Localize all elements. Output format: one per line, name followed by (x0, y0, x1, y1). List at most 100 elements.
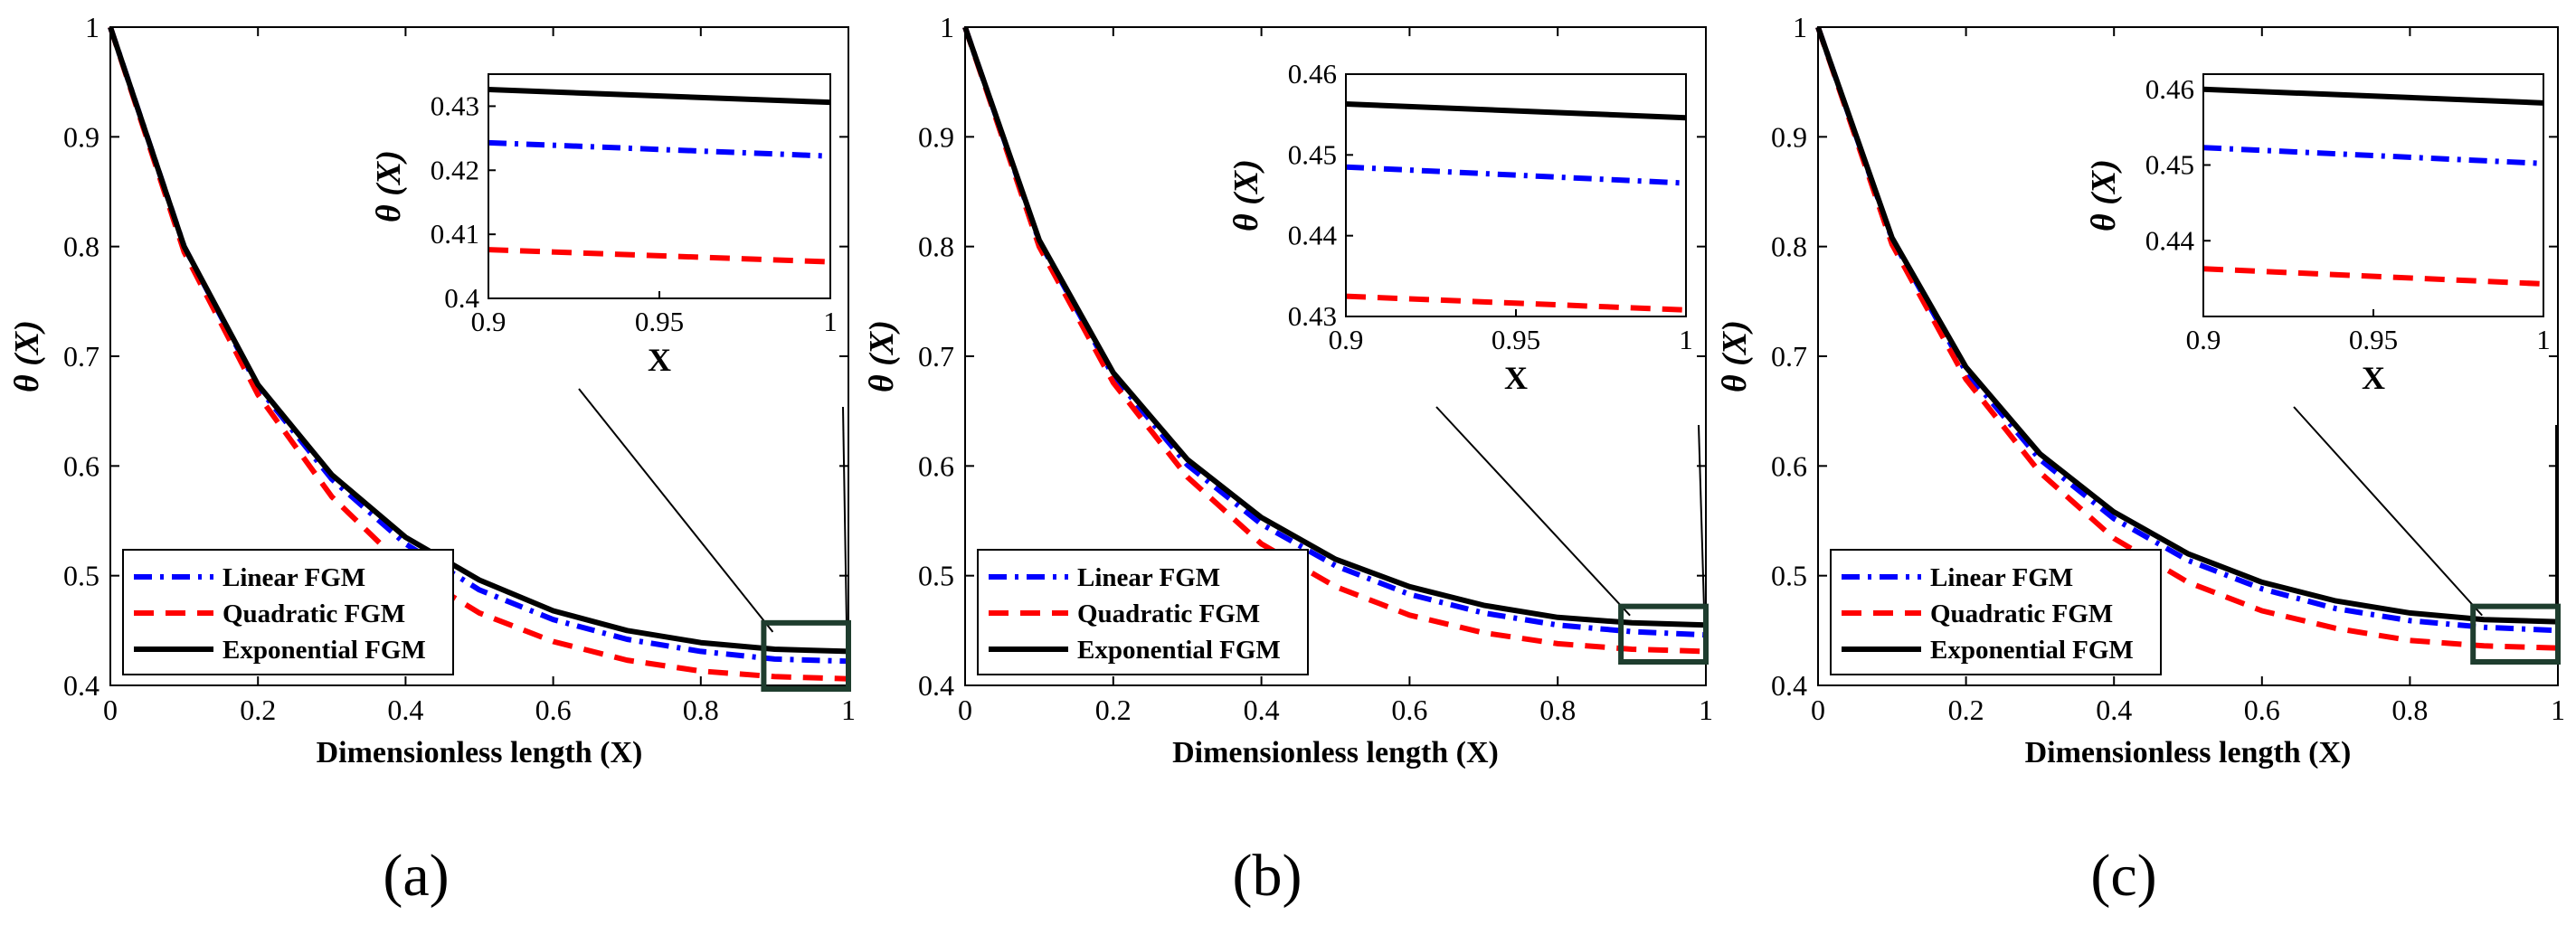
series-line-linear-fgm (108, 26, 849, 665)
x-tick-label: 0.8 (2391, 694, 2428, 726)
x-tick-label: 0.4 (2096, 694, 2132, 726)
y-axis-label: θ (X) (863, 320, 901, 392)
inset-series-line (488, 247, 831, 265)
series-line-quadratic-fgm (962, 26, 1707, 655)
x-tick-label: 0.8 (1539, 694, 1576, 726)
inset-x-tick-label: 0.9 (471, 306, 507, 337)
inset-x-tick-label: 1 (1679, 324, 1693, 355)
inset-y-tick-label: 0.45 (1288, 138, 1337, 170)
legend: Linear FGM Quadratic FGM Exponential FGM (122, 549, 454, 675)
y-tick-label: 0.9 (63, 120, 99, 153)
legend-label: Quadratic FGM (223, 599, 405, 628)
inset-y-axis-label: θ (X) (2085, 159, 2123, 231)
inset-series-line (2202, 145, 2544, 166)
x-tick-label: 0.8 (683, 694, 719, 726)
x-tick-label: 0.2 (1095, 694, 1132, 726)
inset-y-tick-label: 0.46 (2145, 73, 2194, 105)
panel-label: (a) (383, 843, 449, 909)
zoom-connector (842, 406, 848, 625)
y-tick-label: 0.6 (918, 449, 954, 482)
inset-y-tick-label: 0.43 (1288, 300, 1337, 332)
inset-x-tick-label: 0.9 (2186, 324, 2221, 355)
x-tick-label: 0.2 (240, 694, 276, 726)
inset-x-tick-label: 0.95 (2349, 324, 2398, 355)
panel-label: (c) (2090, 843, 2156, 909)
inset-x-tick-label: 0.95 (1492, 324, 1540, 355)
inset-x-axis-label: X (2362, 360, 2385, 396)
y-axis-label: θ (X) (8, 320, 46, 392)
y-tick-label: 1 (85, 11, 99, 43)
y-axis-label: θ (X) (1716, 320, 1754, 392)
y-tick-label: 0.8 (918, 231, 954, 263)
legend-label: Exponential FGM (1930, 636, 2134, 665)
series-line-exponential-fgm (1815, 26, 2559, 625)
inset-y-tick-label: 0.44 (1288, 220, 1338, 251)
inset-y-tick-label: 0.45 (2145, 149, 2194, 181)
y-tick-label: 0.9 (918, 120, 954, 153)
inset-x-tick-label: 1 (823, 306, 838, 337)
legend-label: Exponential FGM (1077, 636, 1281, 665)
inset-x-axis-label: X (648, 342, 671, 378)
y-tick-label: 0.6 (63, 449, 99, 482)
zoom-region (2470, 603, 2561, 665)
inset-x-tick-label: 0.9 (1329, 324, 1364, 355)
y-tick-label: 0.7 (918, 340, 954, 373)
zoom-region (1618, 603, 1709, 665)
series-line-exponential-fgm (962, 26, 1707, 628)
y-tick-label: 0.6 (1771, 449, 1807, 482)
legend-label: Quadratic FGM (1077, 599, 1260, 628)
zoom-connector (2293, 406, 2483, 617)
inset-series-line (1345, 101, 1687, 121)
legend-box (977, 549, 1309, 675)
panel-b: 0 0.2 0.4 0.6 0.8 1 0.4 0.5 0.6 0.7 0.8 0.9 1 Dimensi… (863, 11, 1713, 909)
inset-y-tick-label: 0.46 (1288, 58, 1337, 90)
series-line-quadratic-fgm (108, 26, 849, 682)
inset-y-tick-label: 0.4 (444, 282, 479, 314)
x-tick-label: 1 (2551, 694, 2565, 726)
x-tick-label: 1 (1699, 694, 1713, 726)
y-tick-label: 1 (940, 11, 954, 43)
legend-label: Linear FGM (223, 563, 365, 592)
zoom-connector (578, 388, 774, 633)
y-tick-label: 0.4 (1771, 669, 1807, 702)
y-tick-label: 0.5 (1771, 560, 1807, 592)
x-tick-label: 1 (841, 694, 856, 726)
x-tick-label: 0 (103, 694, 118, 726)
legend-label: Linear FGM (1930, 563, 2073, 592)
panel-a: 0 0.2 0.4 0.6 0.8 1 0.4 0.5 0.6 0.7 0.8 0.9 1 Dimensi… (8, 11, 856, 909)
inset-series-line (2202, 266, 2544, 287)
legend-label: Exponential FGM (223, 636, 426, 665)
series-line-quadratic-fgm (1815, 26, 2559, 651)
x-tick-label: 0.6 (1391, 694, 1427, 726)
zoom-connector (1435, 406, 1631, 617)
inset-y-axis-label: θ (X) (370, 150, 408, 222)
series-line-linear-fgm (1815, 26, 2559, 634)
x-tick-label: 0.6 (2244, 694, 2280, 726)
zoom-connector (1698, 424, 1705, 609)
y-tick-label: 0.4 (63, 669, 99, 702)
inset: 0.9 0.95 1 0.43 0.44 0.45 0.46 Xθ (X) (1227, 58, 1693, 396)
inset-y-tick-label: 0.41 (431, 218, 479, 250)
legend-label: Linear FGM (1077, 563, 1220, 592)
panel-label: (b) (1233, 843, 1302, 909)
legend: Linear FGM Quadratic FGM Exponential FGM (977, 549, 1309, 675)
y-tick-label: 0.4 (918, 669, 954, 702)
inset-series-line (1345, 164, 1687, 186)
inset-y-tick-label: 0.43 (431, 90, 479, 121)
zoom-region (761, 619, 852, 693)
x-axis-label: Dimensionless length (X) (1172, 736, 1499, 769)
x-tick-label: 0 (958, 694, 972, 726)
x-tick-label: 0.4 (387, 694, 423, 726)
x-tick-label: 0.4 (1244, 694, 1280, 726)
x-tick-label: 0 (1811, 694, 1825, 726)
x-tick-label: 0.2 (1948, 694, 1984, 726)
x-axis-label: Dimensionless length (X) (2025, 736, 2352, 769)
inset-series-line (1345, 293, 1687, 313)
inset-y-tick-label: 0.42 (431, 154, 479, 185)
y-tick-label: 0.5 (63, 560, 99, 592)
inset-y-axis-label: θ (X) (1227, 159, 1265, 231)
legend: Linear FGM Quadratic FGM Exponential FGM (1830, 549, 2162, 675)
series-line-exponential-fgm (108, 26, 849, 655)
inset: 0.9 0.95 1 0.44 0.45 0.46 Xθ (X) (2085, 73, 2551, 396)
inset-series-line (2202, 86, 2544, 106)
